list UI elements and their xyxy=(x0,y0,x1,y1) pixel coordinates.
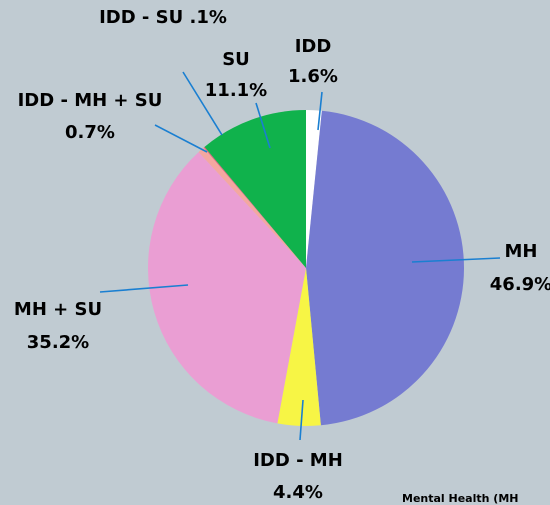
value-label: 4.4% xyxy=(273,482,323,503)
leader-line xyxy=(317,91,323,131)
slice xyxy=(148,152,306,424)
category-label: IDD - MH + SU xyxy=(18,90,163,111)
value-label: 11.1% xyxy=(205,80,267,101)
leader-line xyxy=(411,257,501,263)
pie xyxy=(148,110,464,427)
leader-line xyxy=(99,284,189,293)
category-label: MH xyxy=(505,241,538,262)
category-label: IDD xyxy=(295,36,332,57)
leader-line xyxy=(255,102,271,149)
slice xyxy=(277,268,321,427)
value-label: 46.9% xyxy=(490,274,550,295)
leader-line xyxy=(299,399,304,441)
category-label: MH + SU xyxy=(14,299,102,320)
leader-line xyxy=(154,124,208,153)
value-label: 1.6% xyxy=(288,66,338,87)
slice xyxy=(306,110,322,268)
category-label: IDD - MH xyxy=(253,450,343,471)
category-label: SU xyxy=(222,49,250,70)
slice xyxy=(306,110,464,426)
slice-label: IDD - SU .1% xyxy=(99,7,227,28)
value-label: 35.2% xyxy=(27,332,89,353)
value-label: 0.7% xyxy=(65,122,115,143)
footnote: Mental Health (MH xyxy=(402,492,518,505)
value-label: .1% xyxy=(190,7,227,28)
leader-line xyxy=(182,71,223,136)
slice xyxy=(198,147,306,268)
category-label: IDD - SU xyxy=(99,7,183,28)
slice xyxy=(203,146,306,268)
slice xyxy=(204,110,306,268)
labels: IDD 1.6% MH 46.9% IDD - MH 4.4% MH + SU 35.2% ID… xyxy=(14,7,550,503)
